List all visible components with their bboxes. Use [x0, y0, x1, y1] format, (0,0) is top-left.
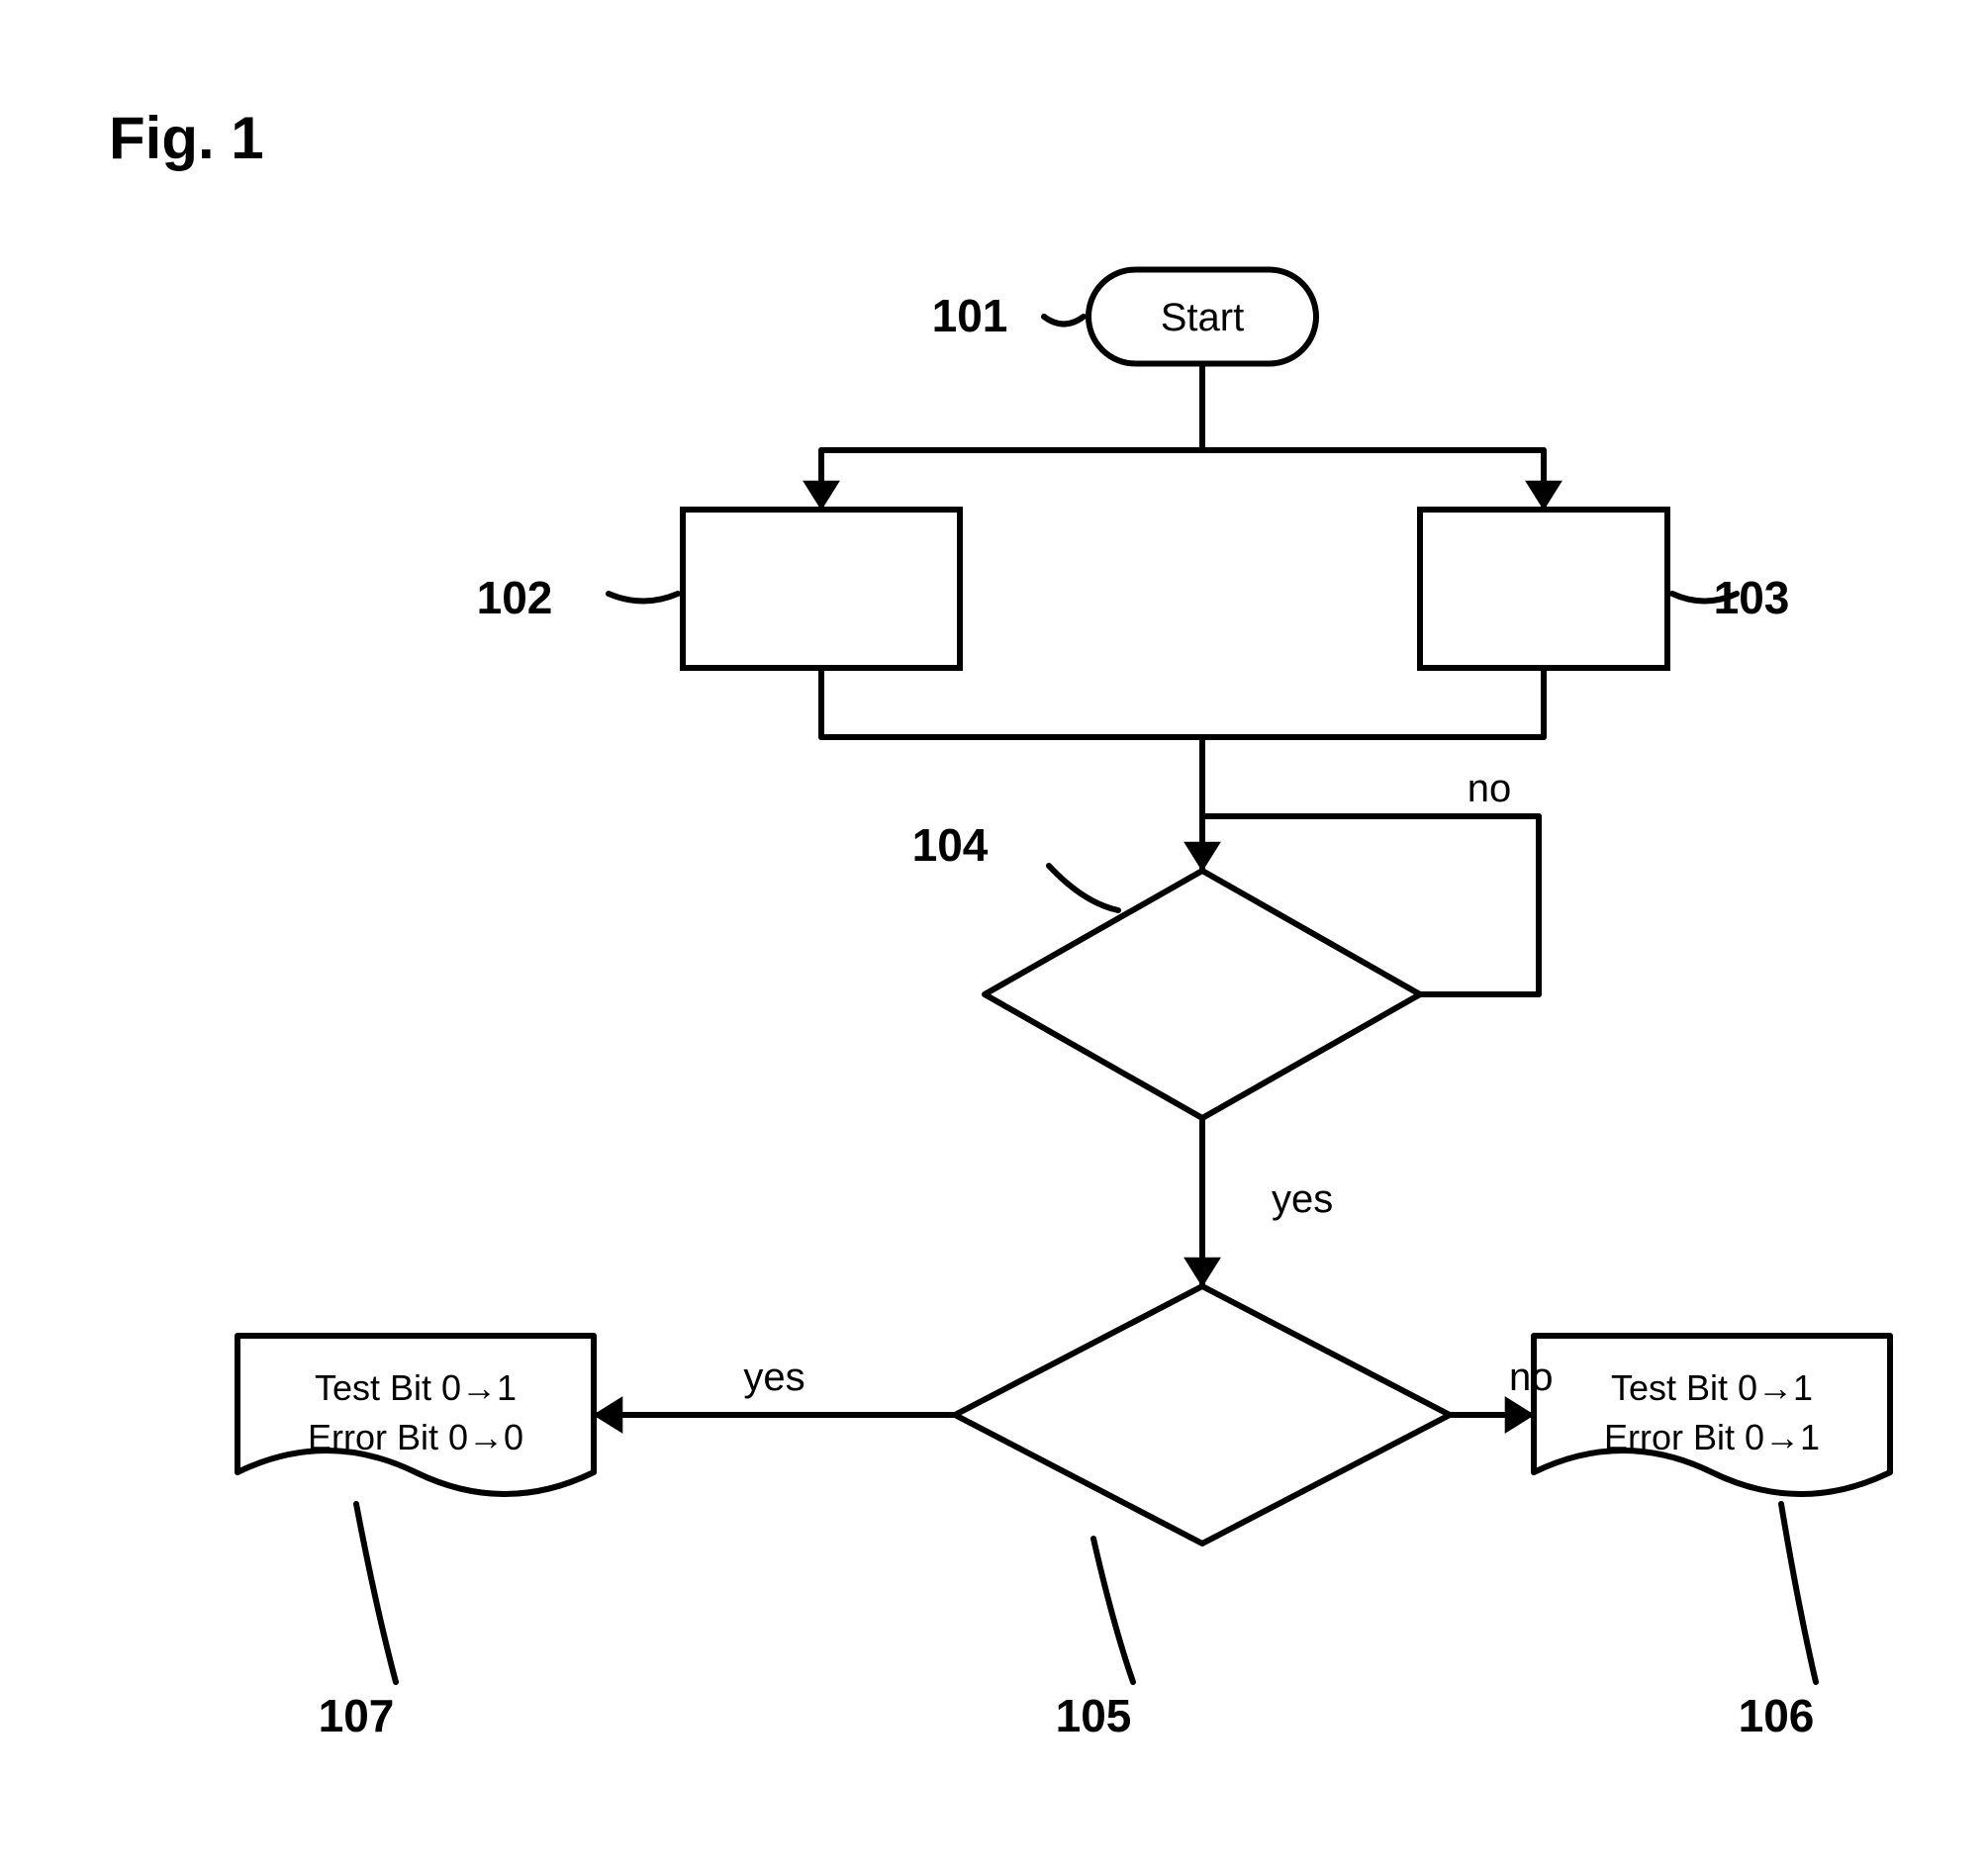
arrow-head	[1505, 1397, 1534, 1433]
store-r-line1: Test Bit 0→1	[1611, 1367, 1813, 1408]
ref-102: 102	[477, 572, 553, 623]
start-label: Start	[1161, 296, 1244, 339]
ref-104: 104	[912, 819, 989, 871]
arrow-head	[594, 1397, 622, 1433]
store-l-line1: Test Bit 0→1	[315, 1367, 517, 1408]
figure-title: Fig. 1	[109, 105, 264, 171]
store-r-line2: Error Bit 0→1	[1604, 1417, 1820, 1457]
ref-101: 101	[932, 290, 1008, 341]
storage-right	[1534, 1336, 1890, 1494]
arrow-head	[1184, 1258, 1220, 1286]
ref-leader	[609, 594, 678, 602]
ref-106: 106	[1739, 1690, 1815, 1741]
dec1-no-label: no	[1467, 767, 1512, 810]
process-proc_r	[1420, 510, 1667, 668]
store-l-line2: Error Bit 0→0	[308, 1417, 523, 1457]
ref-leader	[1049, 866, 1118, 910]
ref-107: 107	[319, 1690, 395, 1741]
ref-leader	[1781, 1504, 1816, 1682]
ref-leader	[356, 1504, 396, 1682]
process-proc_l	[683, 510, 960, 668]
dec2-no-label: no	[1509, 1356, 1554, 1399]
ref-leader	[1044, 317, 1084, 325]
decision-dec1	[985, 871, 1420, 1118]
ref-leader	[1672, 594, 1737, 602]
dec2-yes-label: yes	[743, 1356, 805, 1399]
storage-left	[237, 1336, 594, 1494]
decision-dec2	[955, 1286, 1450, 1544]
ref-105: 105	[1056, 1690, 1132, 1741]
arrow-head	[1526, 481, 1562, 510]
arrow-head	[804, 481, 839, 510]
dec1-yes-label: yes	[1272, 1177, 1333, 1221]
ref-leader	[1093, 1539, 1133, 1682]
